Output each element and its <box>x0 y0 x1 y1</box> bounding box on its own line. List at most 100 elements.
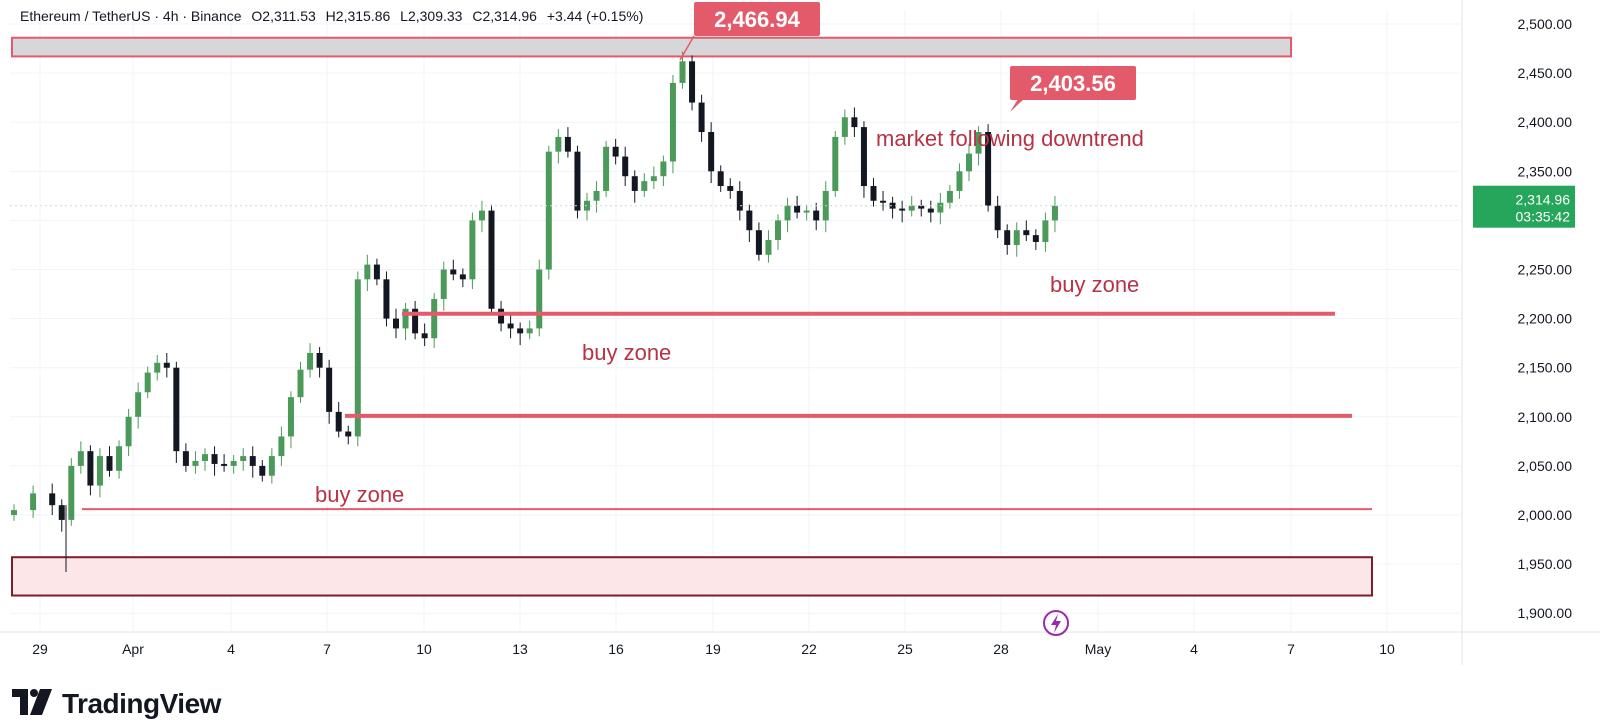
candle-body <box>96 456 103 486</box>
tradingview-logo[interactable]: TradingView <box>12 688 221 720</box>
candle-body <box>11 510 17 515</box>
candle-body <box>889 202 896 209</box>
time-tick-label: 29 <box>32 641 48 657</box>
countdown-label: 03:35:42 <box>1516 209 1571 225</box>
last-price-badge <box>1473 185 1575 228</box>
candle-body <box>316 352 323 368</box>
candle-body <box>765 240 772 255</box>
price-tick-label: 2,450.00 <box>1518 65 1573 81</box>
candle-body <box>412 308 419 334</box>
price-label-pointer <box>1010 99 1024 112</box>
candle-body <box>918 205 925 209</box>
candle-body <box>221 463 228 466</box>
candle-body <box>478 210 485 221</box>
candle-body <box>135 392 142 417</box>
candle-body <box>335 411 342 432</box>
candle-body <box>860 127 867 187</box>
candle-body <box>459 274 466 280</box>
candle-body <box>77 451 84 466</box>
candle-body <box>49 493 56 506</box>
zones-layer <box>11 36 1373 597</box>
candle-body <box>326 367 333 412</box>
candle-body <box>660 161 667 177</box>
price-label-pointer <box>679 35 695 61</box>
candle-body <box>975 132 982 154</box>
candle-body <box>469 220 476 280</box>
candle-body <box>650 176 657 182</box>
candle-body <box>689 61 696 103</box>
high-price-label: 2,466.94 <box>714 7 800 32</box>
buy-zone-annotation: buy zone <box>315 482 404 507</box>
time-tick-label: 4 <box>1190 641 1198 657</box>
candle-body <box>144 372 151 393</box>
candle-body <box>727 186 734 191</box>
candle-body <box>870 186 877 201</box>
time-tick-label: 22 <box>801 641 817 657</box>
candle-body <box>507 323 514 329</box>
last-price-label: 2,314.96 <box>1516 192 1571 208</box>
candle-body <box>1013 230 1020 245</box>
candle-body <box>354 279 361 437</box>
candle-body <box>450 269 457 275</box>
candle-body <box>249 456 256 466</box>
candle-body <box>68 465 75 520</box>
candle-body <box>698 102 705 133</box>
candle-body <box>1051 205 1058 221</box>
time-axis[interactable]: 29 Apr 4 7 10 13 16 19 22 25 28 May 4 7 10 <box>0 631 1600 657</box>
candle-body <box>202 454 208 461</box>
candle-body <box>669 82 676 162</box>
candle-body <box>545 151 552 270</box>
candle-body <box>297 369 304 398</box>
candle-body <box>421 333 428 339</box>
time-tick-label: 13 <box>512 641 528 657</box>
candle-body <box>402 308 409 329</box>
buy-zone-annotation: buy zone <box>1050 272 1139 297</box>
candle-body <box>612 146 619 157</box>
time-tick-label: 25 <box>897 641 913 657</box>
candle-body <box>946 190 953 203</box>
candle-body <box>708 132 715 172</box>
candle-body <box>268 456 275 476</box>
candle-body <box>1023 230 1030 236</box>
price-tick-label: 2,100.00 <box>1518 409 1573 425</box>
candle-body <box>393 318 399 329</box>
price-tick-label: 2,000.00 <box>1518 507 1573 523</box>
candle-body <box>30 493 37 511</box>
candle-body <box>364 264 371 280</box>
candle-body <box>1042 220 1049 243</box>
candle-body <box>278 436 285 457</box>
candle-body <box>211 454 218 464</box>
support-zone <box>11 556 1373 597</box>
price-tick-label: 2,200.00 <box>1518 311 1573 327</box>
resistance-zone <box>11 36 1292 58</box>
candle-body <box>679 61 686 83</box>
high-price-label-box <box>694 2 820 36</box>
candle-body <box>373 264 380 280</box>
price-axis[interactable]: 1,900.00 1,950.00 2,000.00 2,050.00 2,100.00… <box>1461 0 1575 665</box>
open-value: O2,311.53 <box>251 8 316 24</box>
levels-layer <box>10 205 1460 511</box>
candle-body <box>641 181 648 191</box>
chart-header: Ethereum / TetherUS · 4h · Binance O2,31… <box>20 8 649 24</box>
time-tick-label: 4 <box>227 641 235 657</box>
candle-body <box>832 136 839 191</box>
candle-body <box>1004 230 1011 245</box>
candle-body <box>307 352 314 370</box>
symbol-label[interactable]: Ethereum / TetherUS · 4h · Binance <box>20 8 242 24</box>
time-tick-label: 10 <box>1379 641 1395 657</box>
candle-body <box>125 416 132 447</box>
candle-body <box>526 328 533 334</box>
candle-body <box>746 210 753 231</box>
high-value: H2,315.86 <box>325 8 391 24</box>
market-trend-annotation: market following downtrend <box>876 126 1144 151</box>
tradingview-logo-text: TradingView <box>62 688 221 719</box>
time-tick-label: 28 <box>993 641 1009 657</box>
candle-body <box>908 205 915 211</box>
candle-body <box>1032 235 1039 243</box>
change-value: +3.44 (+0.15%) <box>546 8 644 24</box>
time-tick-label: 10 <box>416 641 432 657</box>
candle-body <box>593 190 600 201</box>
candle-body <box>985 132 992 206</box>
price-tick-label: 1,950.00 <box>1518 556 1573 572</box>
